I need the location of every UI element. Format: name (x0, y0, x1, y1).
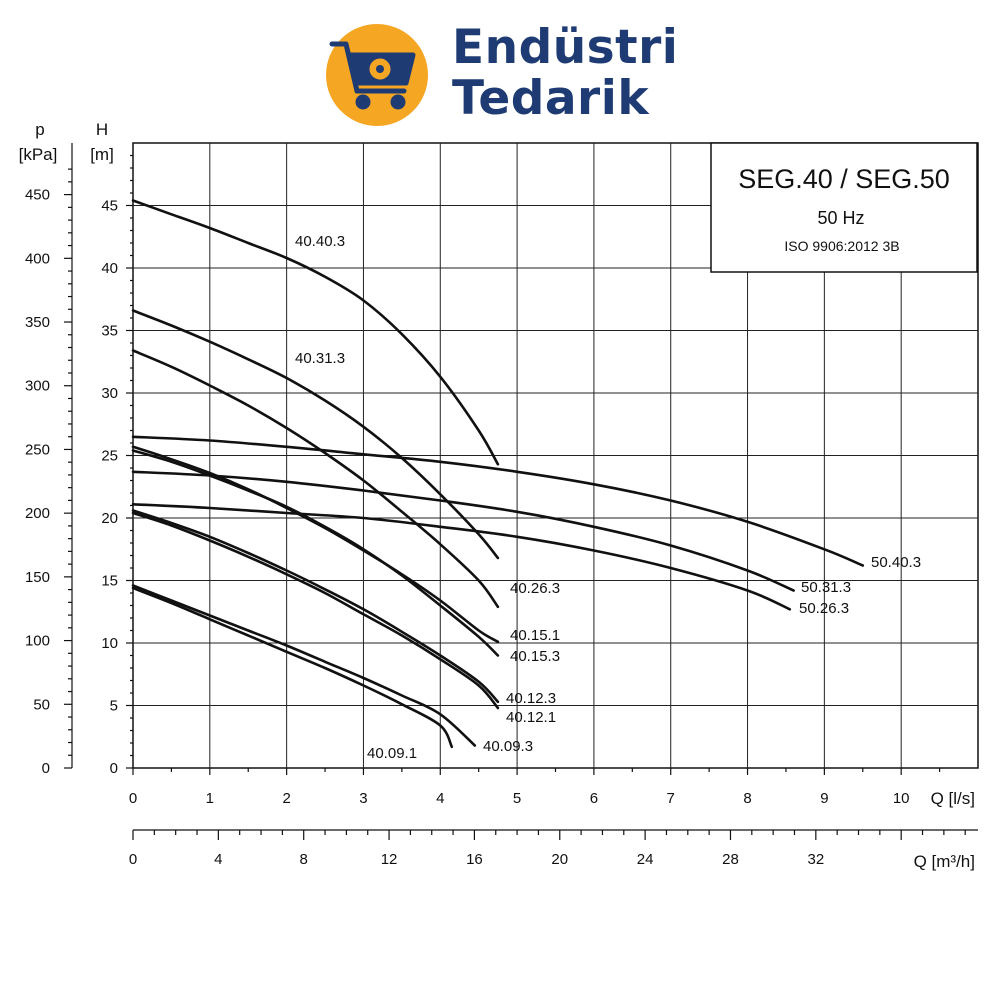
p-axis-tick-label: 100 (25, 633, 50, 650)
curve-40-26-3 (131, 349, 500, 609)
brand-logo (326, 24, 428, 126)
x-axis-tick-label: 0 (129, 790, 137, 807)
curve-label-40-15-1: 40.15.1 (510, 627, 560, 644)
h-axis-tick-label: 30 (101, 385, 118, 402)
x-axis-title: Q [l/s] (931, 789, 975, 808)
x2-axis-tick-label: 16 (466, 851, 483, 868)
title-box (710, 142, 978, 273)
x-axis-tick-label: 6 (590, 790, 598, 807)
curve-label-40-12-3: 40.12.3 (506, 690, 556, 707)
p-axis-tick-label: 250 (25, 441, 50, 458)
p-axis-tick-label: 300 (25, 378, 50, 395)
x2-axis-tick-label: 0 (129, 851, 137, 868)
p-axis-title: p (35, 120, 44, 139)
x2-axis-tick-label: 20 (551, 851, 568, 868)
x2-axis-tick-label: 28 (722, 851, 739, 868)
x2-axis-tick-label: 24 (637, 851, 654, 868)
x-axis-tick-label: 1 (206, 790, 214, 807)
x-axis-tick-label: 2 (282, 790, 290, 807)
x-axis-tick-label: 5 (513, 790, 521, 807)
h-axis-tick-label: 40 (101, 260, 118, 277)
p-axis-tick-label: 400 (25, 250, 50, 267)
curve-label-50-26-3: 50.26.3 (799, 600, 849, 617)
curve-label-40-12-1: 40.12.1 (506, 709, 556, 726)
h-axis-tick-label: 5 (110, 698, 118, 715)
curve-label-50-40-3: 50.40.3 (871, 554, 921, 571)
h-axis-tick-label: 35 (101, 323, 118, 340)
curve-label-50-31-3: 50.31.3 (801, 579, 851, 596)
x2-axis-title: Q [m³/h] (914, 852, 975, 871)
x2-axis-tick-label: 32 (807, 851, 824, 868)
h-axis-tick-label: 20 (101, 510, 118, 527)
brand-name-line1: Endüstri (452, 20, 679, 75)
curve-50-40-3 (131, 435, 865, 567)
x-axis-tick-label: 4 (436, 790, 444, 807)
p-axis-unit: [kPa] (19, 145, 58, 164)
curve-50-26-3 (131, 503, 792, 611)
x2-axis-tick-label: 12 (381, 851, 398, 868)
x-axis-tick-label: 7 (667, 790, 675, 807)
chart-curves: 40.40.3 40.31.3 40.26.3 40.15.1 40.15.3 40.12… (131, 199, 921, 762)
p-axis-tick-label: 450 (25, 187, 50, 204)
h-axis-tick-label: 45 (101, 198, 118, 215)
chart-axes: 0510152025303540450501001502002503003504… (25, 143, 978, 868)
curve-label-40-09-1: 40.09.1 (367, 745, 417, 762)
curve-40-15-3 (131, 449, 500, 657)
curve-label-40-26-3: 40.26.3 (510, 580, 560, 597)
curve-label-40-31-3: 40.31.3 (295, 350, 345, 367)
x-axis-tick-label: 10 (893, 790, 910, 807)
x-axis-tick-label: 3 (359, 790, 367, 807)
h-axis-tick-label: 0 (110, 760, 118, 777)
curve-40-12-1 (131, 511, 500, 710)
curve-40-15-1 (131, 445, 500, 644)
curve-label-40-09-3: 40.09.3 (483, 738, 533, 755)
curve-40-12-3 (131, 509, 500, 704)
chart-title: SEG.40 / SEG.50 (738, 164, 950, 194)
chart-subtitle: 50 Hz (817, 208, 864, 228)
x-axis-tick-label: 8 (743, 790, 751, 807)
h-axis-tick-label: 10 (101, 635, 118, 652)
chart-standard: ISO 9906:2012 3B (784, 238, 899, 254)
x2-axis-tick-label: 4 (214, 851, 222, 868)
x-axis-tick-label: 9 (820, 790, 828, 807)
p-axis-tick-label: 200 (25, 505, 50, 522)
h-axis-tick-label: 25 (101, 448, 118, 465)
shopping-cart-gear-icon (329, 41, 416, 110)
p-axis-tick-label: 0 (42, 760, 50, 777)
p-axis-tick-label: 350 (25, 314, 50, 331)
p-axis-tick-label: 150 (25, 569, 50, 586)
x2-axis-tick-label: 8 (300, 851, 308, 868)
curve-40-09-1 (131, 586, 454, 749)
curve-40-09-3 (131, 584, 477, 747)
h-axis-tick-label: 15 (101, 573, 118, 590)
curve-40-31-3 (131, 309, 500, 560)
h-axis-unit: [m] (90, 145, 114, 164)
brand-name: Endüstri Tedarik (452, 20, 679, 126)
h-axis-title: H (96, 120, 108, 139)
p-axis-tick-label: 50 (33, 696, 50, 713)
brand-name-line2: Tedarik (452, 71, 650, 126)
curve-label-40-15-3: 40.15.3 (510, 648, 560, 665)
curve-label-40-40-3: 40.40.3 (295, 233, 345, 250)
curve-50-31-3 (131, 470, 795, 592)
curve-40-40-3 (131, 199, 500, 466)
